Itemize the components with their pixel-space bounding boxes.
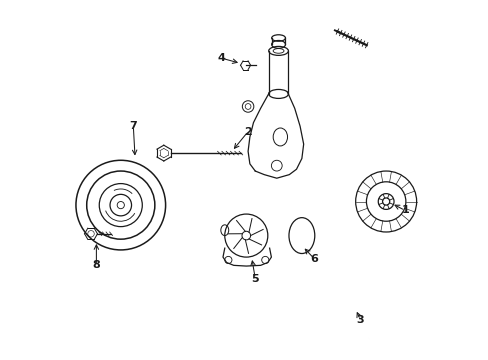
Text: 6: 6 (310, 254, 318, 264)
Text: 8: 8 (92, 260, 100, 270)
Text: 1: 1 (401, 206, 408, 216)
Text: 3: 3 (356, 315, 364, 325)
Text: 5: 5 (251, 274, 259, 284)
Text: 2: 2 (244, 127, 251, 136)
Text: 7: 7 (129, 121, 137, 131)
Text: 4: 4 (217, 53, 224, 63)
